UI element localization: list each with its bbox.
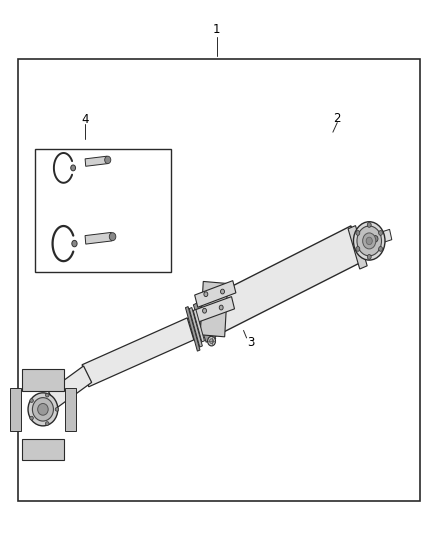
- Ellipse shape: [353, 222, 385, 260]
- Ellipse shape: [356, 246, 360, 252]
- Text: 3: 3: [247, 336, 254, 349]
- Bar: [18, 59, 420, 501]
- Ellipse shape: [46, 393, 49, 397]
- Ellipse shape: [357, 226, 381, 256]
- Polygon shape: [193, 302, 212, 342]
- Ellipse shape: [32, 398, 53, 421]
- Polygon shape: [194, 281, 236, 307]
- Polygon shape: [22, 369, 64, 391]
- Bar: [35, 149, 171, 272]
- Ellipse shape: [373, 236, 378, 242]
- Polygon shape: [194, 297, 234, 322]
- Ellipse shape: [367, 223, 371, 227]
- Ellipse shape: [378, 230, 382, 236]
- Polygon shape: [10, 388, 21, 431]
- Ellipse shape: [46, 422, 49, 425]
- Polygon shape: [201, 303, 216, 341]
- Polygon shape: [189, 308, 202, 347]
- Ellipse shape: [367, 255, 371, 260]
- Ellipse shape: [209, 339, 214, 344]
- Ellipse shape: [366, 237, 372, 245]
- Ellipse shape: [202, 308, 207, 313]
- Polygon shape: [65, 388, 76, 431]
- Polygon shape: [200, 281, 228, 337]
- Polygon shape: [22, 439, 64, 460]
- Ellipse shape: [110, 232, 116, 241]
- Polygon shape: [82, 318, 194, 387]
- Ellipse shape: [208, 336, 215, 346]
- Polygon shape: [374, 229, 392, 245]
- Text: 1: 1: [213, 23, 221, 36]
- Ellipse shape: [105, 156, 111, 164]
- Polygon shape: [348, 225, 367, 269]
- Ellipse shape: [204, 292, 208, 296]
- Polygon shape: [85, 232, 112, 244]
- Polygon shape: [49, 366, 92, 408]
- Text: 2: 2: [333, 112, 341, 125]
- Ellipse shape: [378, 246, 382, 252]
- Ellipse shape: [72, 240, 77, 247]
- Polygon shape: [195, 226, 363, 340]
- Ellipse shape: [220, 289, 225, 294]
- Polygon shape: [185, 306, 200, 351]
- Ellipse shape: [30, 416, 33, 420]
- Polygon shape: [193, 310, 205, 342]
- Ellipse shape: [219, 305, 223, 310]
- Ellipse shape: [28, 393, 58, 426]
- Ellipse shape: [38, 403, 48, 415]
- Ellipse shape: [71, 165, 76, 171]
- Ellipse shape: [55, 407, 59, 411]
- Ellipse shape: [363, 233, 376, 249]
- Text: 4: 4: [81, 114, 89, 126]
- Ellipse shape: [356, 230, 360, 236]
- Ellipse shape: [30, 399, 33, 402]
- Polygon shape: [85, 156, 108, 166]
